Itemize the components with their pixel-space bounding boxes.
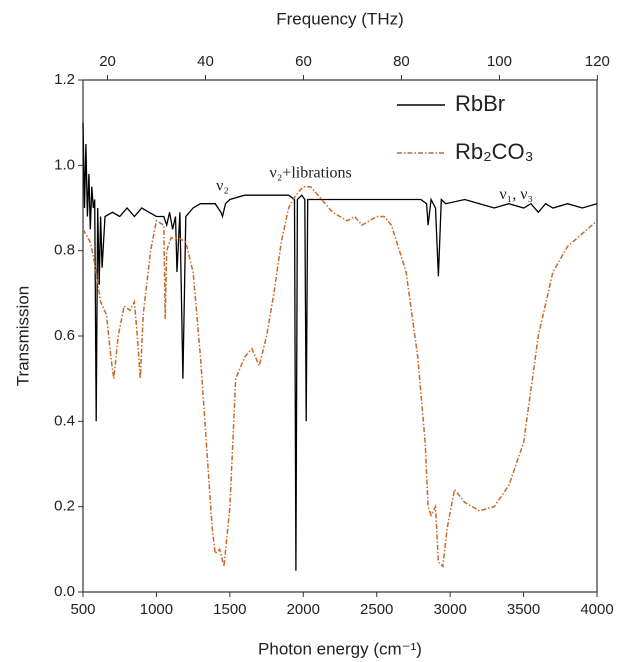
top-tick-label: 60 <box>295 53 312 70</box>
x-tick-label: 2500 <box>360 601 393 618</box>
annotation: ν₂ <box>216 177 229 194</box>
top-axis-title: Frequency (THz) <box>276 9 404 28</box>
top-tick-label: 120 <box>585 53 610 70</box>
top-tick-label: 40 <box>197 53 214 70</box>
y-axis-title: Transmission <box>13 286 32 386</box>
y-tick-label: 0.8 <box>54 242 75 259</box>
x-tick-label: 1000 <box>140 601 173 618</box>
top-tick-label: 100 <box>487 53 512 70</box>
top-tick-label: 20 <box>99 53 116 70</box>
x-tick-label: 500 <box>70 601 95 618</box>
y-tick-label: 0.0 <box>54 583 75 600</box>
annotation: ν₁, ν₃ <box>499 186 533 203</box>
series-line <box>82 185 598 569</box>
y-tick-label: 0.4 <box>54 412 75 429</box>
x-axis-title: Photon energy (cm⁻¹) <box>258 639 422 658</box>
x-tick-label: 2000 <box>287 601 320 618</box>
annotation: ν₂+librations <box>269 165 351 182</box>
y-tick-label: 1.0 <box>54 156 75 173</box>
series-line <box>82 122 598 571</box>
legend-label: RbBr <box>455 91 505 116</box>
x-tick-label: 3500 <box>507 601 540 618</box>
y-tick-label: 1.2 <box>54 71 75 88</box>
x-tick-label: 3000 <box>433 601 466 618</box>
top-tick-label: 80 <box>393 53 410 70</box>
x-tick-label: 4000 <box>580 601 613 618</box>
y-tick-label: 0.2 <box>54 498 75 515</box>
x-tick-label: 1500 <box>213 601 246 618</box>
y-tick-label: 0.6 <box>54 327 75 344</box>
legend-label: Rb₂CO₃ <box>455 139 534 164</box>
